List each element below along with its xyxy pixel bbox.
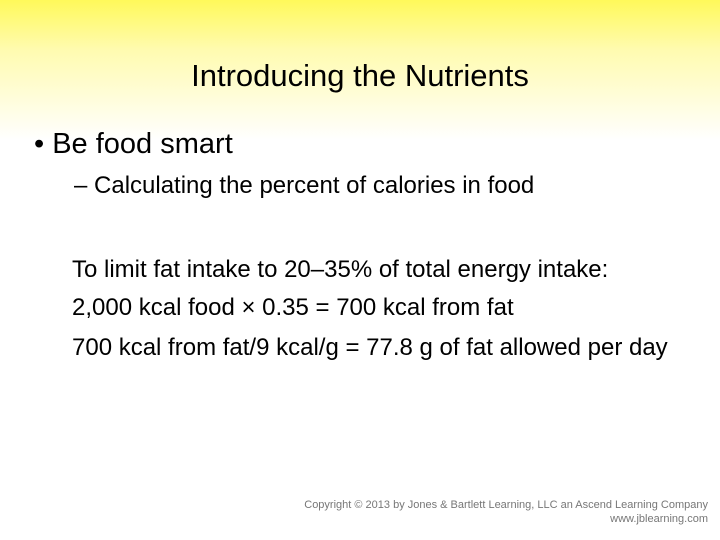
body-line: To limit fat intake to 20–35% of total e…	[72, 256, 609, 283]
slide-title: Introducing the Nutrients	[191, 58, 529, 93]
website: www.jblearning.com	[610, 513, 708, 525]
copyright: Copyright © 2013 by Jones & Bartlett Lea…	[304, 499, 708, 511]
footer: Copyright © 2013 by Jones & Bartlett Lea…	[304, 498, 708, 526]
sub-bullet: – Calculating the percent of calories in…	[74, 172, 535, 199]
bullet-text: Be food smart	[52, 128, 233, 160]
body-line: 700 kcal from fat/9 kcal/g = 77.8 g of f…	[72, 334, 668, 361]
body-line: 2,000 kcal food × 0.35 = 700 kcal from f…	[72, 294, 514, 321]
bullet: • Be food smart	[34, 128, 233, 160]
sub-bullet-text: Calculating the percent of calories in f…	[94, 172, 535, 199]
body: To limit fat intake to 20–35% of total e…	[72, 254, 692, 370]
